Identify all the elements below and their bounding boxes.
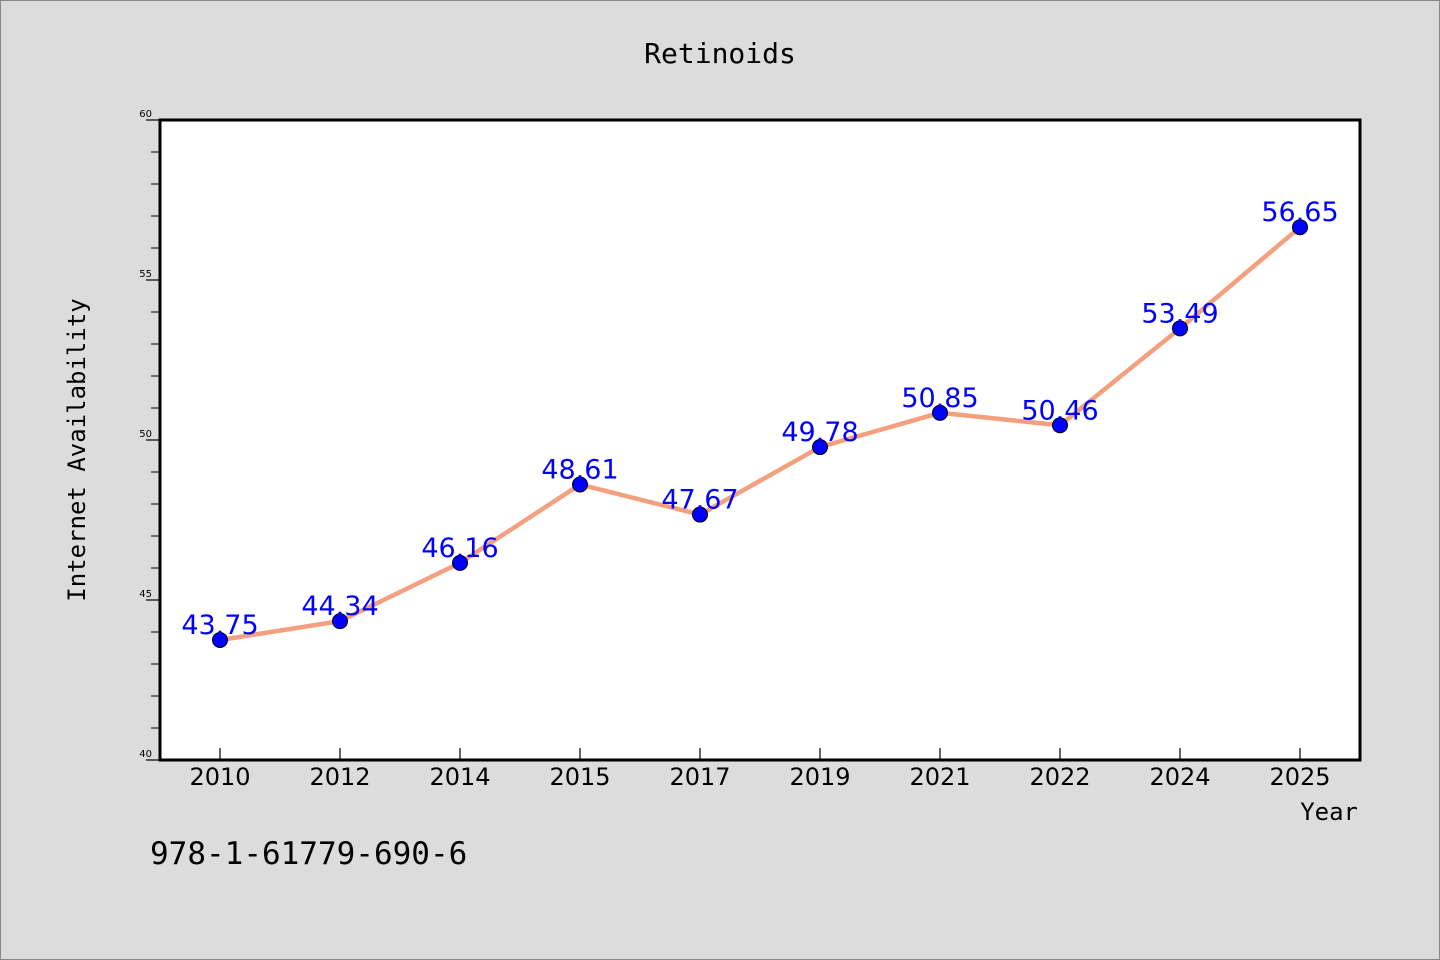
- data-labels: 43.75 44.34 46.16 48.61 47.67 49.78 50.85 50.46…: [181, 197, 1338, 641]
- x-tick-label: 2021: [909, 763, 970, 791]
- plot-frame: [158, 118, 1362, 762]
- y-tick-label: 45: [139, 589, 152, 600]
- x-axis-label: Year: [1300, 798, 1358, 826]
- data-label: 53.49: [1141, 298, 1218, 329]
- data-label: 50.85: [901, 383, 978, 414]
- chart-title: Retinoids: [644, 37, 796, 70]
- x-tick-label: 2017: [669, 763, 730, 791]
- x-tick-label: 2025: [1269, 763, 1330, 791]
- series-line: [217, 224, 1303, 643]
- data-point: [212, 632, 228, 648]
- y-tick-label: 50: [139, 429, 152, 440]
- data-label: 56.65: [1261, 197, 1338, 228]
- x-tick-label: 2010: [189, 763, 250, 791]
- data-point: [692, 506, 708, 523]
- y-tick-label: 40: [139, 749, 152, 760]
- data-label: 47.67: [661, 485, 738, 516]
- data-markers: [212, 219, 1308, 648]
- y-tick-label: 55: [139, 269, 152, 280]
- footer-text: 978-1-61779-690-6: [150, 836, 467, 872]
- data-label: 46.16: [421, 533, 498, 564]
- x-tick-label: 2022: [1029, 763, 1090, 791]
- x-tick-label: 2014: [429, 763, 490, 791]
- x-tick-label: 2024: [1149, 763, 1210, 791]
- data-point: [932, 404, 948, 421]
- data-point: [452, 554, 468, 571]
- data-point: [1292, 219, 1308, 236]
- data-label: 44.34: [301, 591, 378, 622]
- data-point: [1172, 320, 1188, 337]
- x-axis-ticks: 2010 2012 2014 2015 2017 2019 2021 2022 2024 2025: [189, 748, 1331, 791]
- data-label: 50.46: [1021, 395, 1098, 426]
- plot-area: [160, 120, 1360, 760]
- y-axis-label: Internet Availability: [63, 298, 91, 601]
- y-tick-label: 60: [139, 109, 152, 120]
- data-label: 48.61: [541, 454, 618, 485]
- x-tick-label: 2019: [789, 763, 850, 791]
- data-point: [572, 476, 588, 493]
- x-tick-label: 2015: [549, 763, 610, 791]
- x-tick-label: 2012: [309, 763, 370, 791]
- data-label: 43.75: [181, 610, 258, 641]
- data-point: [812, 439, 828, 456]
- data-point: [332, 613, 348, 630]
- data-point: [1052, 417, 1068, 434]
- data-label: 49.78: [781, 417, 858, 448]
- y-axis-ticks: 40 45 50 55 60: [139, 109, 160, 761]
